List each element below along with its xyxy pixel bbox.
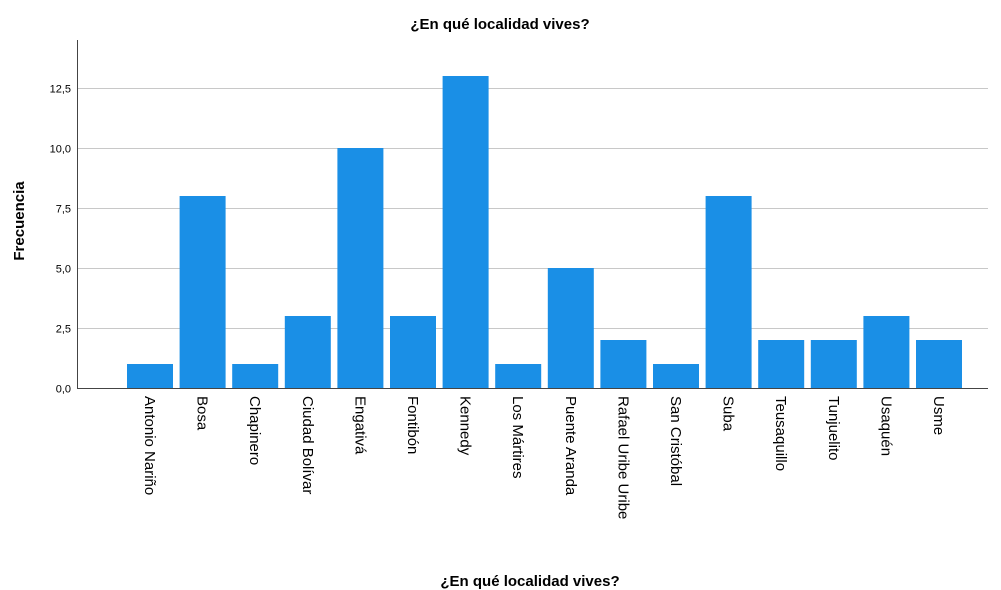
x-tick-label: Engativá [351, 396, 368, 455]
bar [863, 316, 910, 388]
y-tick-label: 7,5 [56, 204, 71, 216]
y-tick-label: 12,5 [50, 84, 71, 96]
bar [705, 196, 752, 388]
x-tick-label: Los Mártires [509, 396, 526, 479]
bar [495, 364, 542, 388]
x-tick-label: Usme [930, 396, 947, 435]
x-axis-title: ¿En qué localidad vives? [440, 573, 619, 590]
bar [284, 316, 331, 388]
bar [600, 340, 647, 388]
x-tick-label: San Cristóbal [667, 396, 684, 486]
x-tick-label: Ciudad Bolívar [299, 396, 316, 494]
x-tick-label: Antonio Nariño [141, 396, 158, 495]
y-tick-label: 0,0 [56, 384, 71, 396]
bar [232, 364, 279, 388]
bar [916, 340, 962, 388]
bar [127, 364, 173, 388]
chart-title: ¿En qué localidad vives? [410, 16, 589, 33]
x-tick-label: Teusaquillo [772, 396, 789, 471]
x-tick-label: Fontibón [404, 396, 421, 454]
x-tick-label: Usaquén [877, 396, 894, 456]
x-tick-label: Suba [720, 396, 737, 432]
y-axis-title: Frecuencia [11, 181, 28, 261]
bar [442, 76, 489, 388]
bar [390, 316, 436, 388]
bar [810, 340, 857, 388]
x-tick-labels: Antonio Nariño Bosa Chapinero Ciudad Bolíva… [141, 396, 947, 519]
y-tick-labels: 0,0 2,5 5,0 7,5 10,0 12,5 [50, 84, 71, 396]
axis-layer [77, 40, 988, 389]
y-tick-label: 2,5 [56, 324, 71, 336]
x-tick-label: Kennedy [457, 396, 474, 456]
y-tick-label: 10,0 [50, 144, 71, 156]
bar [337, 148, 384, 388]
y-tick-label: 5,0 [56, 264, 71, 276]
x-tick-label: Bosa [194, 396, 211, 431]
x-tick-label: Chapinero [246, 396, 263, 465]
bar [758, 340, 805, 388]
bar [547, 268, 594, 388]
x-tick-label: Tunjuelito [825, 396, 842, 460]
bars-layer [127, 76, 962, 388]
x-tick-label: Rafael Uribe Uribe [614, 396, 631, 519]
bar [653, 364, 699, 388]
grid-layer [77, 88, 988, 329]
x-tick-label: Puente Aranda [562, 396, 579, 496]
bar [179, 196, 226, 388]
